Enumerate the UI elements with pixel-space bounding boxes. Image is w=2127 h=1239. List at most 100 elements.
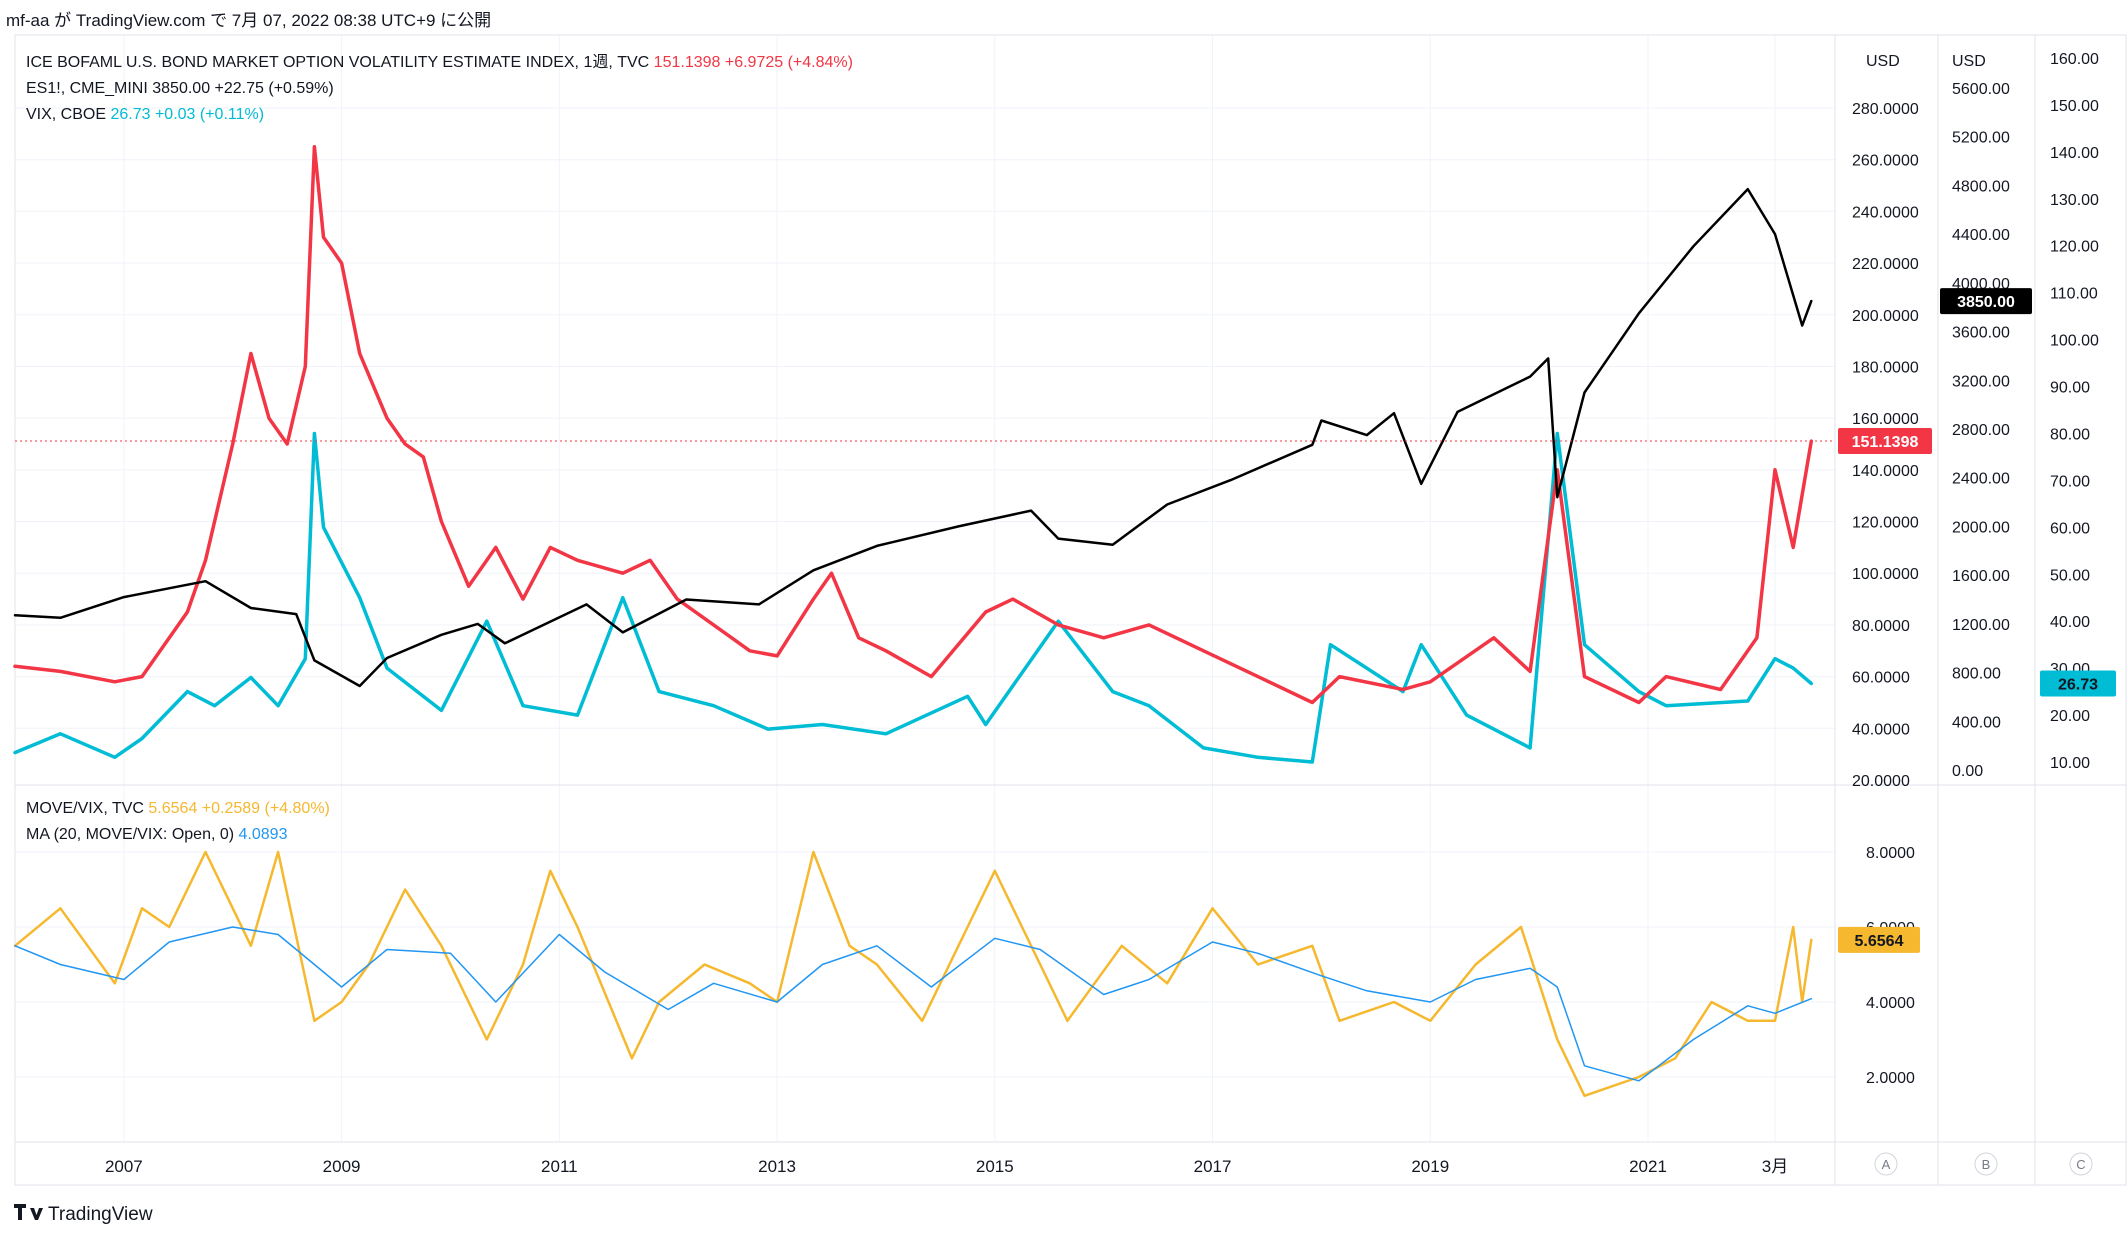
legend-value: 3850.00 +22.75 (+0.59%) [152,80,333,97]
scale-b-tick-label: 3200.00 [1952,373,2010,390]
scale-a-tick-label: 140.0000 [1852,463,1919,480]
legend-value: 4.0893 [239,826,288,843]
time-axis-label: 2021 [1629,1157,1667,1176]
move-price-tag-text: 151.1398 [1852,434,1919,451]
time-axis-label: 2015 [976,1157,1014,1176]
publish-info: mf-aa が TradingView.com で 7月 07, 2022 08… [6,11,491,30]
scale-b-tick-label: 4800.00 [1952,178,2010,195]
scale-c-tick-label: 140.00 [2050,145,2099,162]
time-axis-label: 2011 [541,1157,578,1176]
lower-legend-row[interactable]: MA (20, MOVE/VIX: Open, 0) 4.0893 [26,826,288,843]
scale-b-tick-label: 0.00 [1952,763,1983,780]
lower-legend-text: MA (20, MOVE/VIX: Open, 0) 4.0893 [26,826,288,843]
upper-legend-row[interactable]: ICE BOFAML U.S. BOND MARKET OPTION VOLAT… [26,53,853,71]
legend-symbol-name: ES1!, CME_MINI [26,80,152,97]
chart-frame [15,35,2127,1185]
time-axis-label: 2019 [1411,1157,1449,1176]
scale-button-c[interactable]: C [2070,1153,2092,1175]
upper-legend-text: ICE BOFAML U.S. BOND MARKET OPTION VOLAT… [26,53,853,71]
move-price-tag: 151.1398 [1838,428,1932,454]
scale-a-currency: USD [1866,53,1900,70]
scale-button-label[interactable]: A [1882,1157,1891,1172]
legend-value: 5.6564 +0.2589 (+4.80%) [148,800,329,817]
scale-a-tick-label: 100.0000 [1852,566,1919,583]
tradingview-logo[interactable]: TradingView [14,1204,153,1225]
scale-c-tick-label: 50.00 [2050,567,2090,584]
scale-button-label[interactable]: C [2076,1157,2085,1172]
scale-a-tick-label: 120.0000 [1852,515,1919,532]
vix-price-tag: 26.73 [2040,670,2116,696]
scale-b-tick-label: 400.00 [1952,714,2001,731]
time-axis-label: 3月 [1762,1157,1788,1176]
upper-legend-row[interactable]: VIX, CBOE 26.73 +0.03 (+0.11%) [26,106,264,123]
time-axis-label: 2017 [1194,1157,1232,1176]
scale-c-tick-label: 60.00 [2050,520,2090,537]
scale-a-tick-label: 200.0000 [1852,308,1919,325]
lower-legend-text: MOVE/VIX, TVC 5.6564 +0.2589 (+4.80%) [26,800,330,817]
scale-b-currency: USD [1952,53,1986,70]
scale-a-tick-label: 280.0000 [1852,101,1919,118]
tv-logo-icon [14,1204,26,1220]
scale-b-tick-label: 3600.00 [1952,325,2010,342]
scale-b-tick-label: 1200.00 [1952,617,2010,634]
legend-symbol-name: ICE BOFAML U.S. BOND MARKET OPTION VOLAT… [26,53,654,71]
vix-price-tag-text: 26.73 [2058,676,2098,693]
scale-b-tick-label: 5200.00 [1952,130,2010,147]
es1-price-tag-text: 3850.00 [1957,294,2015,311]
scale-c-tick-label: 70.00 [2050,473,2090,490]
upper-legend-row[interactable]: ES1!, CME_MINI 3850.00 +22.75 (+0.59%) [26,80,334,97]
scale-b-tick-label: 800.00 [1952,666,2001,683]
tradingview-logo-text: TradingView [48,1204,153,1225]
scale-c-tick-label: 160.00 [2050,51,2099,68]
scale-c-tick-label: 130.00 [2050,192,2099,209]
scale-a-tick-label: 160.0000 [1852,411,1919,428]
scale-b-tick-label: 2000.00 [1952,519,2010,536]
moving-average-line [15,927,1811,1081]
time-axis-label: 2007 [105,1157,143,1176]
chart-border [15,35,2126,1185]
legend-symbol-name: MOVE/VIX, TVC [26,800,148,817]
legend-value: 26.73 +0.03 (+0.11%) [110,106,264,123]
scale-a-tick-label: 60.0000 [1852,670,1910,687]
scale-c-tick-label: 150.00 [2050,98,2099,115]
lower-scale-tick-label: 8.0000 [1866,845,1915,862]
upper-legend-text: VIX, CBOE 26.73 +0.03 (+0.11%) [26,106,264,123]
scale-button-a[interactable]: A [1875,1153,1897,1175]
scale-c-tick-label: 40.00 [2050,614,2090,631]
scale-c-tick-label: 110.00 [2050,286,2098,303]
tv-logo-icon-part [30,1208,43,1220]
scale-b-tick-label: 2800.00 [1952,422,2010,439]
scale-a-tick-label: 20.0000 [1852,773,1910,790]
scale-button-b[interactable]: B [1975,1153,1997,1175]
scale-c-tick-label: 20.00 [2050,708,2090,725]
scale-b-tick-label: 5600.00 [1952,81,2010,98]
scale-c-tick-label: 80.00 [2050,426,2090,443]
legend-symbol-name: VIX, CBOE [26,106,110,123]
scale-a-tick-label: 80.0000 [1852,618,1910,635]
legend-symbol-name: MA (20, MOVE/VIX: Open, 0) [26,826,239,843]
scale-c-tick-label: 90.00 [2050,380,2090,397]
gridlines [15,35,1835,1142]
scale-button-label[interactable]: B [1982,1157,1991,1172]
legend-value: 151.1398 +6.9725 (+4.84%) [654,54,853,71]
scale-a-tick-label: 240.0000 [1852,204,1919,221]
time-axis-label: 2013 [758,1157,796,1176]
scale-a-tick-label: 260.0000 [1852,153,1919,170]
es1-price-tag: 3850.00 [1940,288,2032,314]
lower-legend-row[interactable]: MOVE/VIX, TVC 5.6564 +0.2589 (+4.80%) [26,800,330,817]
scale-b-tick-label: 1600.00 [1952,568,2010,585]
scale-c-tick-label: 100.00 [2050,333,2099,350]
upper-legend-text: ES1!, CME_MINI 3850.00 +22.75 (+0.59%) [26,80,334,97]
ratio-price-tag: 5.6564 [1838,927,1920,953]
scale-a-tick-label: 220.0000 [1852,256,1919,273]
lower-scale-tick-label: 2.0000 [1866,1070,1915,1087]
lower-scale-tick-label: 4.0000 [1866,995,1915,1012]
scale-b-tick-label: 4400.00 [1952,227,2010,244]
vix-line [15,434,1811,763]
scale-c-tick-label: 120.00 [2050,239,2099,256]
scale-a-tick-label: 40.0000 [1852,721,1910,738]
scale-b-tick-label: 2400.00 [1952,471,2010,488]
time-axis-label: 2009 [323,1157,361,1176]
